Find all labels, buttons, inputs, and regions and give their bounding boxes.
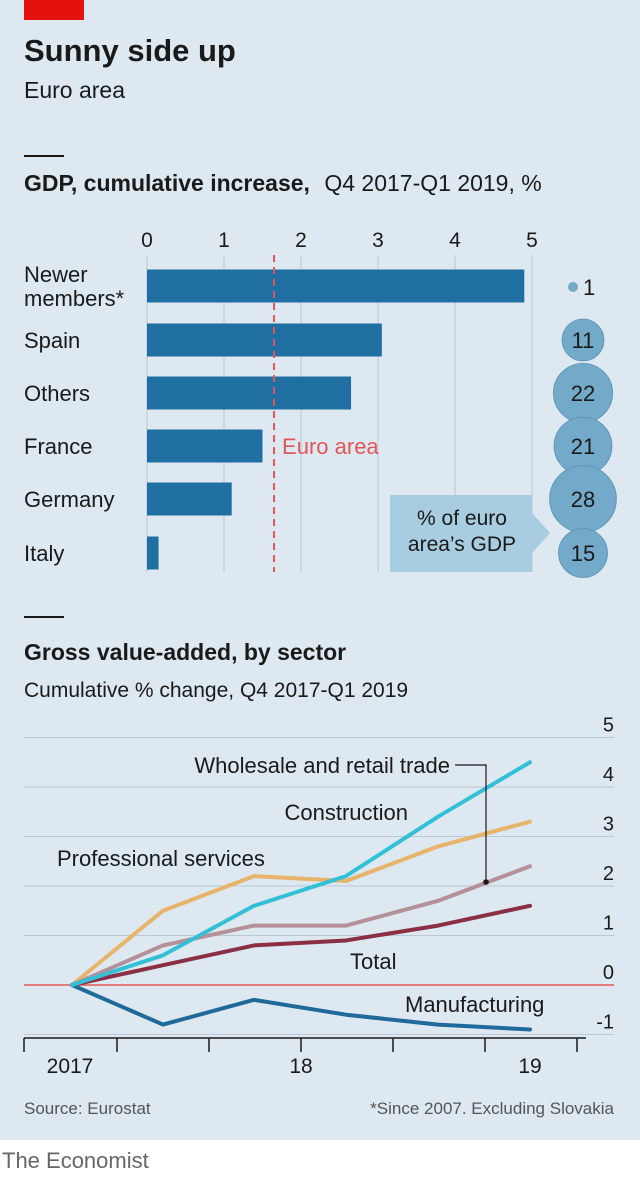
gdp-bar <box>147 269 525 303</box>
gva-series-line <box>70 760 532 987</box>
gva-series-line <box>70 903 532 987</box>
gva-series-label: Wholesale and retail trade <box>194 753 450 778</box>
source-note: Source: Eurostat <box>24 1099 151 1118</box>
gdp-category-label: members* <box>24 286 125 311</box>
gdp-x-tick-label: 1 <box>218 229 230 252</box>
gdp-share-value: 22 <box>571 381 595 406</box>
gdp-share-callout-text: area’s GDP <box>408 533 516 556</box>
chart-title: Sunny side up <box>24 33 236 68</box>
economist-logo: The Economist <box>2 1148 149 1173</box>
panel2-title: Gross value-added, by sector <box>24 639 346 665</box>
chart-background <box>0 0 640 1140</box>
gva-y-tick-label: 3 <box>603 814 614 836</box>
gdp-category-label: Italy <box>24 541 64 566</box>
chart-subtitle: Euro area <box>24 77 125 103</box>
gva-label-leader-dot <box>483 879 489 885</box>
gdp-share-callout-text: % of euro <box>417 507 507 530</box>
footnote: *Since 2007. Excluding Slovakia <box>370 1099 614 1118</box>
gdp-category-label: France <box>24 434 92 459</box>
gva-series-label: Professional services <box>57 846 265 871</box>
gdp-x-tick-label: 4 <box>449 229 461 252</box>
gva-y-tick-label: 5 <box>603 715 614 737</box>
brand-red-tag <box>24 0 84 20</box>
gva-series-label: Manufacturing <box>405 992 544 1017</box>
gdp-bar <box>147 323 382 357</box>
panel1-title-period: Q4 2017-Q1 2019, % <box>324 170 541 196</box>
gva-x-tick-label: 2017 <box>47 1055 94 1078</box>
gva-x-tick-label: 19 <box>518 1055 541 1078</box>
gva-y-tick-label: 0 <box>603 962 614 984</box>
gdp-share-value: 28 <box>571 487 595 512</box>
gdp-share-value: 11 <box>572 328 595 353</box>
gdp-category-label: Spain <box>24 328 80 353</box>
gva-y-tick-label: 4 <box>603 764 614 786</box>
gva-series-line <box>70 819 532 987</box>
gdp-share-bubble <box>558 528 608 578</box>
gva-series-label: Total <box>350 949 396 974</box>
gdp-bar <box>147 536 159 570</box>
gdp-share-value: 21 <box>571 434 595 459</box>
panel1-title: GDP, cumulative increase, Q4 2017-Q1 201… <box>24 170 542 196</box>
euro-area-label: Euro area <box>282 434 379 459</box>
gdp-x-tick-label: 0 <box>141 229 153 252</box>
bubble-legend-dot <box>568 282 578 292</box>
gva-y-tick-label: 1 <box>603 913 614 935</box>
gva-y-tick-label: 2 <box>603 863 614 885</box>
gva-label-leader <box>455 764 487 882</box>
gva-series-label: Construction <box>284 800 408 825</box>
gdp-category-label: Others <box>24 381 90 406</box>
panel1-title-bold: GDP, cumulative increase, <box>24 170 310 196</box>
gva-series-line <box>70 983 532 1032</box>
gdp-share-bubble <box>561 318 605 362</box>
gdp-x-tick-label: 3 <box>372 229 384 252</box>
panel2-subtitle: Cumulative % change, Q4 2017-Q1 2019 <box>24 679 408 702</box>
bubble-legend-value: 1 <box>583 275 595 300</box>
gdp-share-callout <box>390 495 550 572</box>
gdp-category-label: Newer <box>24 262 88 287</box>
gdp-x-tick-label: 5 <box>526 229 538 252</box>
gdp-bar <box>147 482 232 516</box>
gdp-category-label: Germany <box>24 487 114 512</box>
gva-x-tick-label: 18 <box>289 1055 312 1078</box>
gdp-bar <box>147 429 263 463</box>
gva-series-line <box>70 864 532 987</box>
gva-line-chart: 5 4 3 2 1 0 -1 2017 18 19 Wholesale and retail tra… <box>23 715 614 1078</box>
gdp-x-tick-label: 2 <box>295 229 307 252</box>
gva-y-tick-label: -1 <box>596 1012 614 1034</box>
gdp-bar <box>147 376 352 410</box>
gdp-share-value: 15 <box>571 541 595 566</box>
